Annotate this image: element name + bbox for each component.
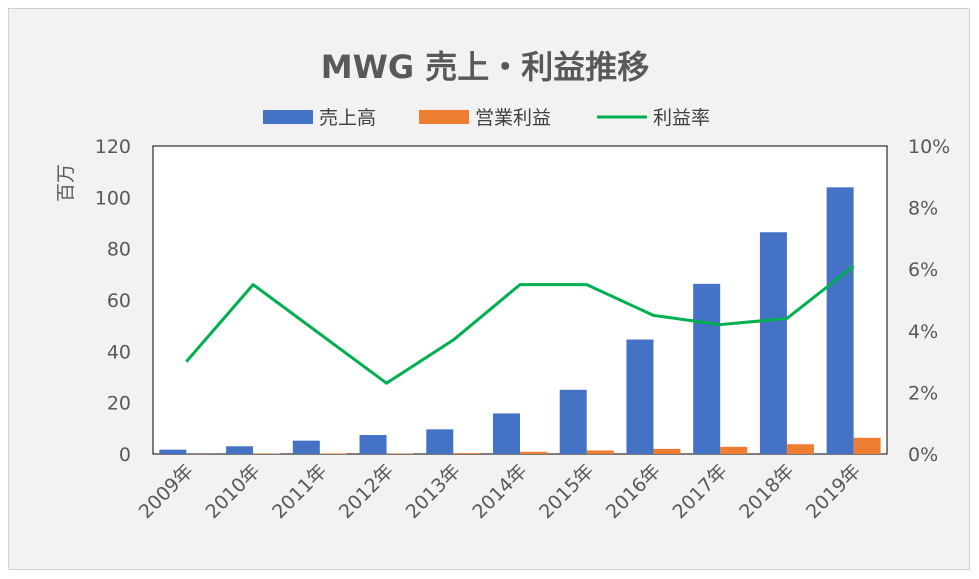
line-profit-margin <box>185 264 855 385</box>
bar-sales <box>626 339 654 454</box>
bar-operating-profit <box>786 444 814 454</box>
y-tick-label: 120 <box>95 136 131 158</box>
bar-operating-profit <box>453 453 481 454</box>
bar-sales <box>559 389 587 454</box>
x-tick-label: 2015年 <box>535 460 598 523</box>
x-tick-label: 2019年 <box>802 460 865 523</box>
bar-sales <box>426 429 454 454</box>
bar-sales <box>759 232 787 454</box>
chart-title: MWG 売上・利益推移 <box>321 48 650 86</box>
y2-tick-label: 10% <box>908 136 950 158</box>
bar-sales <box>226 446 254 454</box>
x-tick-label: 2012年 <box>335 460 398 523</box>
legend-label-profit-margin: 利益率 <box>653 107 710 129</box>
y-tick-label: 0 <box>119 444 131 466</box>
y-tick-label: 20 <box>107 393 131 415</box>
y2-tick-label: 6% <box>908 259 938 281</box>
bar-operating-profit <box>853 437 881 454</box>
x-tick-label: 2014年 <box>468 460 531 523</box>
x-tick-label: 2010年 <box>201 460 264 523</box>
bar-operating-profit <box>520 451 547 454</box>
x-tick-label: 2011年 <box>268 460 331 523</box>
y2-tick-label: 0% <box>908 444 938 466</box>
y2-tick-label: 2% <box>908 382 938 404</box>
x-axis-ticks: 2009年 2010年 2011年 2012年 2013年 2014年 2015年 2016年… <box>135 460 865 523</box>
legend-label-operating-profit: 営業利益 <box>475 107 551 129</box>
y-tick-label: 100 <box>95 187 131 209</box>
y-tick-label: 80 <box>107 239 131 261</box>
x-tick-label: 2009年 <box>135 460 198 523</box>
bar-operating-profit <box>720 446 748 454</box>
profit-margin-line <box>185 264 855 385</box>
legend-swatch-sales <box>263 110 313 124</box>
y-axis-ticks: 0 20 40 60 80 100 120 <box>95 136 131 466</box>
y-tick-label: 60 <box>107 290 131 312</box>
bar-operating-profit <box>319 453 347 454</box>
y-axis-label: 百万 <box>55 164 77 202</box>
bar-sales <box>493 413 520 454</box>
bar-sales <box>693 283 721 454</box>
y2-tick-label: 4% <box>908 321 938 343</box>
y2-tick-label: 8% <box>908 198 938 220</box>
bar-sales <box>359 435 387 454</box>
legend-label-sales: 売上高 <box>319 107 376 129</box>
legend: 売上高 営業利益 利益率 <box>263 107 710 129</box>
bar-sales <box>292 440 320 454</box>
y2-axis-ticks: 0% 2% 4% 6% 8% 10% <box>908 136 950 466</box>
x-tick-label: 2017年 <box>669 460 732 523</box>
x-tick-label: 2013年 <box>402 460 465 523</box>
x-tick-label: 2018年 <box>735 460 798 523</box>
bar-sales <box>159 449 187 454</box>
x-tick-label: 2016年 <box>602 460 665 523</box>
legend-swatch-operating-profit <box>419 110 469 124</box>
y-tick-label: 40 <box>107 341 131 363</box>
bars <box>159 187 881 454</box>
bar-operating-profit <box>586 450 614 454</box>
bar-operating-profit <box>653 448 681 454</box>
bar-sales <box>826 187 854 454</box>
